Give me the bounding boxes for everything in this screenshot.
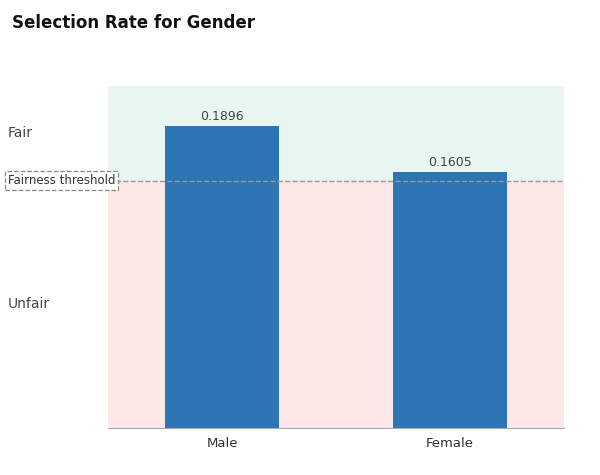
Bar [108, 86, 564, 181]
Text: 0.1605: 0.1605 [428, 156, 472, 169]
Text: Unfair: Unfair [8, 297, 50, 311]
Text: Selection Rate for Gender: Selection Rate for Gender [12, 14, 255, 32]
Bar [165, 126, 279, 428]
Text: Fairness threshold: Fairness threshold [8, 174, 115, 188]
Text: Fair: Fair [8, 126, 32, 140]
Bar [393, 172, 507, 428]
Text: 0.1896: 0.1896 [200, 110, 244, 123]
Bar [108, 181, 564, 428]
